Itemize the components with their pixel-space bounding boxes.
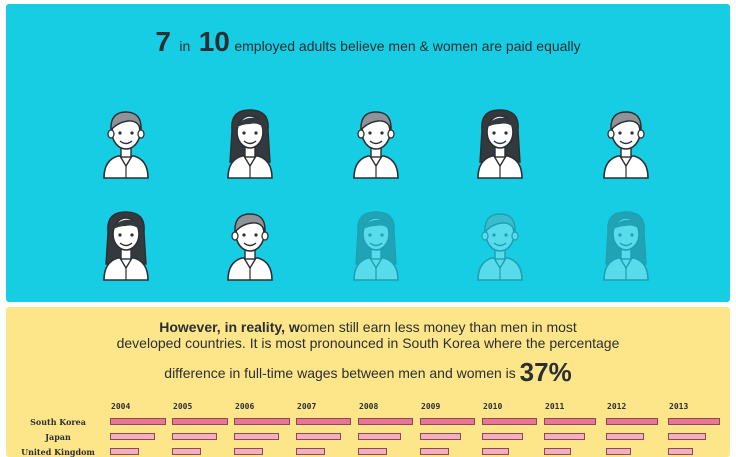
year-label: 2006 — [235, 402, 255, 411]
year-label: 2009 — [421, 402, 441, 411]
bar — [420, 418, 475, 425]
year-label: 2010 — [483, 402, 503, 411]
reality-line2: developed countries. It is most pronounc… — [116, 335, 620, 351]
reality-line3-wrap: difference in full-time wages between me… — [6, 359, 730, 385]
bar — [296, 433, 341, 440]
headline-text: employed adults believe men & women are … — [234, 38, 581, 54]
year-label: 2011 — [545, 402, 565, 411]
bar — [544, 418, 596, 425]
year-label: 2007 — [297, 402, 317, 411]
bar — [606, 433, 644, 440]
year-label: 2012 — [607, 402, 627, 411]
bar — [296, 418, 351, 425]
bar — [358, 433, 401, 440]
woman-icon — [472, 104, 528, 180]
man-icon — [98, 104, 154, 180]
bar — [172, 433, 217, 440]
headline: 7 in 10 employed adults believe men & wo… — [6, 26, 730, 58]
man-icon — [472, 206, 528, 282]
reality-line1: omen still earn less money than men in m… — [299, 319, 577, 335]
bar — [172, 418, 228, 425]
bar — [606, 418, 658, 425]
bar — [668, 433, 706, 440]
bar — [420, 433, 461, 440]
bar — [358, 418, 413, 425]
year-label: 2013 — [669, 402, 689, 411]
woman-icon — [98, 206, 154, 282]
country-label: South Korea — [30, 417, 86, 427]
bar — [544, 433, 585, 440]
bar — [668, 418, 720, 425]
country-label: United Kingdom — [21, 447, 95, 457]
year-label: 2005 — [173, 402, 193, 411]
people-figures — [6, 4, 730, 302]
reality-text: However, in reality, women still earn le… — [6, 319, 730, 385]
reality-percent: 37% — [519, 357, 572, 387]
bar — [234, 433, 279, 440]
bar — [482, 433, 523, 440]
woman-icon — [598, 206, 654, 282]
headline-number-a: 7 — [155, 26, 171, 57]
man-icon — [348, 104, 404, 180]
year-label: 2004 — [111, 402, 131, 411]
reality-lead: However, in reality, w — [159, 319, 300, 335]
headline-in-word: in — [179, 38, 191, 54]
bar — [110, 418, 166, 425]
man-icon — [222, 206, 278, 282]
perception-panel: 7 in 10 employed adults believe men & wo… — [6, 4, 730, 302]
bar — [482, 418, 537, 425]
woman-icon — [348, 206, 404, 282]
woman-icon — [222, 104, 278, 180]
bar — [234, 418, 290, 425]
man-icon — [598, 104, 654, 180]
headline-number-b: 10 — [198, 26, 230, 57]
reality-panel: However, in reality, women still earn le… — [6, 307, 730, 457]
reality-line3: difference in full-time wages between me… — [164, 365, 516, 381]
country-label: Japan — [45, 432, 71, 442]
bar — [110, 433, 155, 440]
year-label: 2008 — [359, 402, 379, 411]
